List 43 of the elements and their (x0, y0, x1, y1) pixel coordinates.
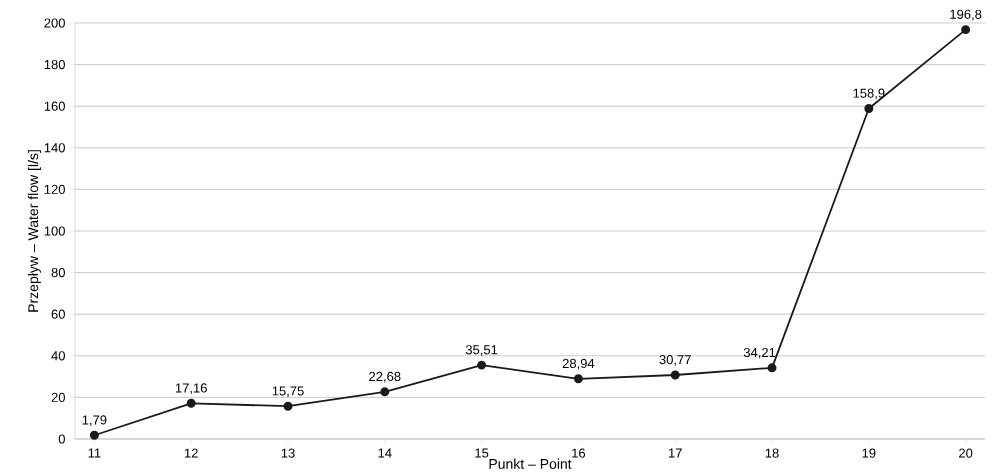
y-tick-label: 200 (44, 18, 65, 28)
x-tick-label: 12 (184, 448, 198, 458)
point (767, 363, 777, 373)
y-axis-title: Przepływ – Water flow [l/s] (27, 150, 41, 312)
point (961, 25, 971, 35)
y-tick-label: 0 (58, 434, 65, 444)
data-label: 30,77 (659, 355, 691, 366)
x-tick-label: 14 (378, 448, 392, 458)
data-label: 196,8 (950, 9, 982, 21)
x-tick-label: 15 (475, 448, 489, 458)
point (283, 401, 293, 411)
point (89, 430, 99, 440)
point (380, 387, 390, 397)
y-tick-label: 120 (44, 184, 65, 194)
y-tick-label: 160 (44, 101, 65, 111)
x-axis-title: Punkt – Point (489, 458, 572, 469)
point (477, 360, 487, 370)
data-label: 35,51 (465, 345, 498, 356)
point (573, 374, 583, 384)
y-tick-label: 80 (51, 267, 65, 278)
data-label: 22,68 (369, 371, 401, 383)
y-tick-label: 140 (44, 143, 65, 153)
x-tick-label: 16 (572, 448, 586, 458)
data-label: 1,79 (82, 415, 107, 427)
y-tick-label: 40 (51, 351, 65, 361)
data-label: 158,9 (853, 88, 885, 100)
data-label: 34,21 (743, 347, 776, 359)
x-tick-label: 17 (668, 448, 682, 458)
data-label: 17,16 (175, 383, 207, 395)
x-tick-label: 18 (765, 448, 779, 458)
y-tick-label: 20 (51, 392, 65, 402)
y-tick-label: 60 (51, 309, 65, 319)
point (670, 370, 680, 380)
x-tick-label: 11 (88, 448, 101, 458)
data-label: 15,75 (272, 386, 304, 398)
y-tick-label: 180 (44, 59, 65, 70)
point (864, 103, 874, 113)
y-tick-label: 100 (44, 226, 65, 236)
x-tick-label: 20 (959, 448, 973, 458)
point (186, 398, 196, 408)
x-tick-label: 19 (862, 448, 876, 458)
x-tick-label: 13 (281, 448, 295, 458)
data-label: 28,94 (562, 358, 595, 370)
